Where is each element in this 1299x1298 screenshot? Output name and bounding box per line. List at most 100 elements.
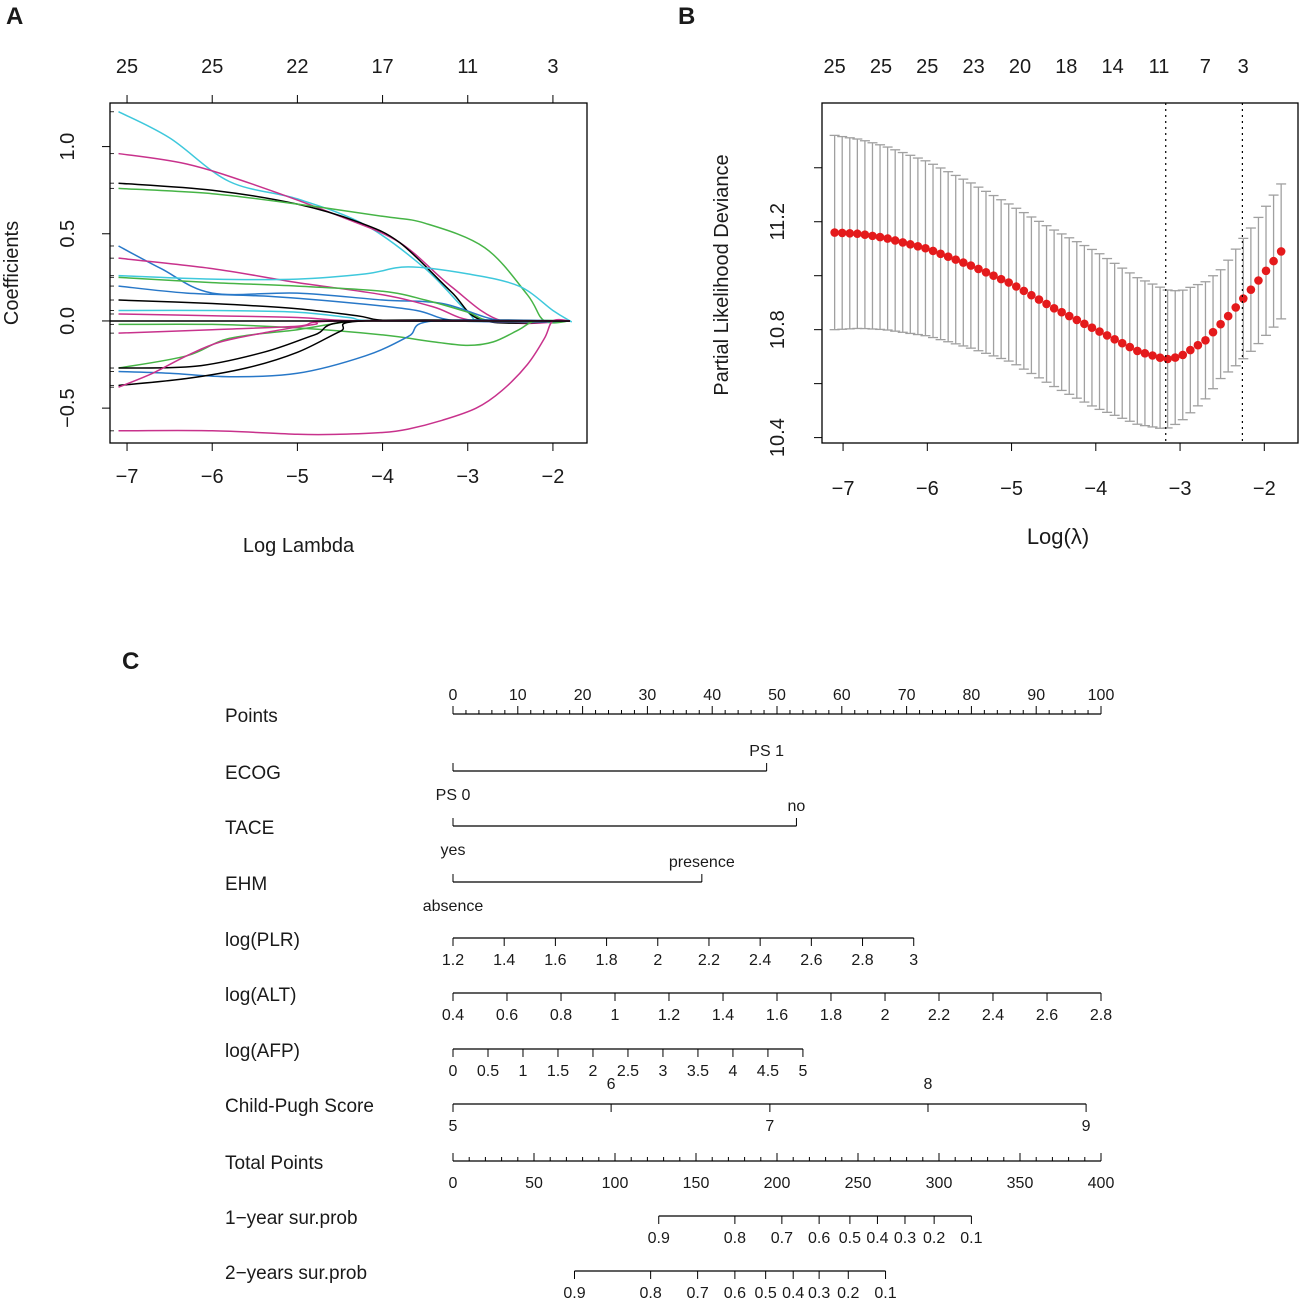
y-tick-label-b: 10.4: [767, 418, 789, 457]
deviance-point: [1148, 351, 1157, 360]
deviance-point: [1011, 282, 1021, 291]
variable-tick-label: 1.6: [766, 1007, 788, 1024]
variable-tick-label: 3: [658, 1063, 667, 1080]
scale-tick-label: 50: [525, 1175, 543, 1192]
variable-tick-label: 0.1: [874, 1285, 896, 1298]
scale-tick-label: 30: [639, 687, 657, 704]
scale-tick-label: 150: [683, 1175, 710, 1192]
deviance-point: [1034, 295, 1044, 304]
deviance-point: [1254, 276, 1263, 285]
top-tick-label-b: 18: [1055, 56, 1077, 78]
x-tick-label-a: −3: [456, 466, 479, 488]
deviance-point: [928, 246, 938, 256]
deviance-point: [1072, 315, 1082, 325]
deviance-point: [906, 240, 915, 249]
variable-tick-label: 7: [765, 1118, 774, 1135]
variable-tick-label: 2: [881, 1007, 890, 1024]
x-tick-label-a: −7: [116, 466, 139, 488]
row-label: Total Points: [225, 1153, 323, 1174]
deviance-point: [1201, 336, 1210, 345]
variable-tick-label: 5: [798, 1063, 807, 1080]
variable-tick-label: 2.8: [1090, 1007, 1112, 1024]
deviance-point: [1019, 286, 1029, 296]
variable-tick-label: 0.1: [960, 1230, 982, 1247]
deviance-point: [989, 271, 998, 281]
deviance-point: [1193, 340, 1203, 350]
deviance-point: [837, 228, 847, 238]
level-label: no: [788, 798, 806, 815]
top-tick-label-b: 7: [1200, 56, 1211, 78]
top-tick-label-a: 11: [457, 56, 478, 78]
variable-tick-label: 4: [728, 1063, 737, 1080]
x-tick-label-a: −2: [542, 466, 565, 488]
deviance-point: [830, 228, 839, 237]
variable-tick-label: 4.5: [757, 1063, 779, 1080]
variable-tick-label: 0.7: [686, 1285, 708, 1298]
top-tick-label-a: 17: [371, 56, 393, 78]
deviance-point: [1269, 256, 1278, 266]
deviance-point: [1102, 331, 1112, 340]
top-tick-label-b: 3: [1238, 56, 1249, 78]
variable-tick-label: 1.2: [658, 1007, 680, 1024]
top-tick-label-a: 25: [116, 56, 138, 78]
row-label: log(PLR): [225, 930, 300, 951]
row-label: log(ALT): [225, 985, 296, 1006]
variable-tick-label: 0.5: [755, 1285, 777, 1298]
error-bars: [829, 134, 1287, 429]
coefficient-paths: [110, 111, 572, 436]
deviance-point: [1223, 311, 1233, 321]
x-tick-label-b: −3: [1169, 478, 1192, 500]
y-axis-title-a: Coefficients: [1, 221, 23, 325]
deviance-point: [898, 238, 908, 247]
scale-tick-label: 350: [1007, 1175, 1034, 1192]
deviance-point: [921, 243, 930, 253]
variable-tick-label: 2.2: [698, 952, 720, 969]
row-label: ECOG: [225, 763, 281, 784]
deviance-point: [913, 241, 923, 251]
scale-tick-label: 70: [898, 687, 916, 704]
nomogram-row-2: ECOG PS 0 PS 1: [225, 743, 784, 804]
y-axis-title-b: Partial Likelihood Deviance: [711, 154, 733, 395]
scale-tick-label: 0: [449, 1175, 458, 1192]
deviance-point: [1049, 303, 1059, 313]
top-tick-label-a: 25: [201, 56, 223, 78]
row-label: TACE: [225, 818, 274, 839]
row-label: log(AFP): [225, 1041, 300, 1062]
coefficient-path-13: [118, 319, 571, 347]
x-tick-label-b: −5: [1000, 478, 1023, 500]
top-tick-label-b: 14: [1102, 56, 1124, 78]
deviance-point: [974, 264, 983, 274]
level-label: yes: [441, 842, 466, 859]
row-label: Child-Pugh Score: [225, 1096, 374, 1117]
variable-tick-label: 0.8: [550, 1007, 572, 1024]
coefficient-path-7: [118, 266, 572, 323]
variable-tick-label: 1.2: [442, 952, 464, 969]
variable-tick-label: 0.6: [808, 1230, 830, 1247]
variable-tick-label: 1: [611, 1007, 620, 1024]
variable-tick-label: 1.4: [712, 1007, 734, 1024]
x-tick-label-b: −2: [1253, 478, 1276, 500]
row-label: EHM: [225, 874, 267, 895]
nomogram-row-11: 2−years sur.prob 0.9 0.8 0.7 0.6 0.5 0.4 0.3 0.2…: [225, 1263, 897, 1298]
scale-tick-label: 80: [963, 687, 981, 704]
deviance-point: [1208, 327, 1218, 337]
deviance-point: [981, 268, 991, 277]
deviance-point: [875, 232, 885, 242]
deviance-point: [868, 231, 877, 241]
variable-tick-label: 3: [909, 952, 918, 969]
deviance-point: [996, 274, 1006, 284]
top-tick-label-a: 22: [286, 56, 308, 78]
deviance-point: [1140, 348, 1150, 358]
variable-tick-label: 2: [589, 1063, 598, 1080]
level-label: PS 1: [749, 743, 784, 760]
variable-tick-label: 3.5: [687, 1063, 709, 1080]
coefficient-path-6: [118, 257, 571, 323]
row-label: Points: [225, 706, 278, 727]
scale-tick-label: 250: [845, 1175, 872, 1192]
variable-tick-label: 1.4: [493, 952, 515, 969]
top-tick-label-b: 23: [963, 56, 985, 78]
deviance-point: [845, 229, 855, 238]
coefficient-path-16: [118, 319, 571, 369]
y-tick-label-a: 0.5: [57, 220, 79, 248]
top-tick-label-b: 25: [824, 56, 846, 78]
